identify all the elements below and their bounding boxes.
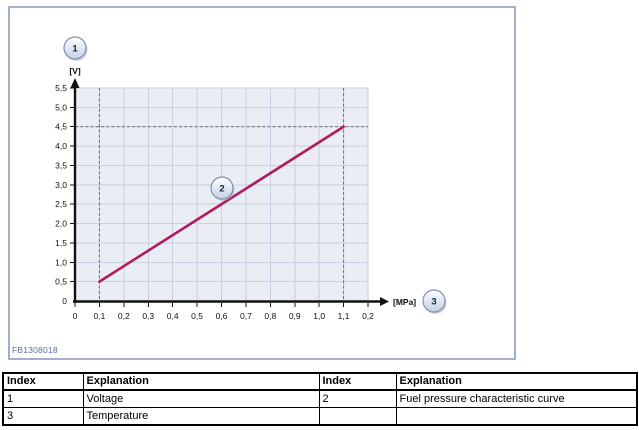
cell-explanation: Fuel pressure characteristic curve: [395, 389, 638, 408]
header-explanation-2: Explanation: [395, 372, 638, 391]
curve-fuel-pressure: [98, 125, 345, 283]
y-tick-label: 2,0: [55, 219, 67, 229]
y-tick-label: 0: [62, 296, 67, 306]
callout-number: 3: [431, 297, 436, 308]
callout-number: 2: [219, 184, 224, 195]
y-tick-label: 4,5: [55, 122, 67, 132]
x-tick-label: 0,2: [362, 311, 374, 321]
callout-number: 1: [72, 44, 78, 55]
cell-explanation: Voltage: [82, 389, 320, 408]
x-axis-unit-label: [MPa]: [393, 297, 416, 307]
header-explanation-1: Explanation: [82, 372, 320, 391]
axis-ticks: [70, 87, 369, 307]
cell-index: 3: [2, 407, 84, 426]
x-tick-label: 0: [73, 311, 78, 321]
fuel-pressure-chart: 0 0,1 0,2 0,3 0,4 0,5 0,6 0,7 0,8 0,9 1,0 1,1 0,2 0 0,…: [55, 36, 447, 321]
legend-table: Index Explanation Index Explanation 1 Vo…: [2, 372, 638, 426]
header-index-2: Index: [318, 372, 397, 391]
x-tick-label: 0,1: [94, 311, 106, 321]
callout-1: 1: [63, 36, 88, 61]
table-row: 3 Temperature: [2, 407, 638, 426]
callout-3: 3: [422, 289, 447, 314]
callout-2: 2: [210, 176, 235, 201]
x-tick-label: 0,2: [118, 311, 130, 321]
header-index-1: Index: [2, 372, 84, 391]
y-tick-label: 4,0: [55, 141, 67, 151]
y-tick-label: 3,5: [55, 160, 67, 170]
x-tick-label: 0,9: [289, 311, 301, 321]
x-tick-label: 0,6: [216, 311, 228, 321]
x-tick-label: 1,1: [338, 311, 350, 321]
y-tick-label: 0,5: [55, 277, 67, 287]
cell-explanation: [395, 407, 638, 426]
table-header-row: Index Explanation Index Explanation: [2, 372, 638, 391]
y-tick-label: 5,5: [55, 83, 67, 93]
tick-labels: 0 0,1 0,2 0,3 0,4 0,5 0,6 0,7 0,8 0,9 1,0 1,1 0,2 0 0,…: [55, 83, 374, 321]
x-tick-label: 0,7: [240, 311, 252, 321]
y-tick-label: 1,0: [55, 257, 67, 267]
y-tick-label: 2,5: [55, 199, 67, 209]
x-tick-label: 1,0: [313, 311, 325, 321]
y-axis-unit-label: [V]: [69, 66, 81, 76]
cell-explanation: Temperature: [82, 407, 320, 426]
x-tick-label: 0,5: [191, 311, 203, 321]
axes: [70, 78, 389, 306]
figure-code: FB1308018: [12, 345, 58, 355]
guide-lines: [75, 88, 368, 301]
x-axis-arrow: [380, 297, 389, 306]
y-tick-label: 5,0: [55, 102, 67, 112]
cell-index: 1: [2, 389, 84, 408]
x-tick-label: 0,3: [142, 311, 154, 321]
y-axis-arrow: [70, 78, 80, 88]
x-tick-label: 0,8: [264, 311, 276, 321]
y-tick-label: 1,5: [55, 238, 67, 248]
cell-index: 2: [318, 389, 397, 408]
table-row: 1 Voltage 2 Fuel pressure characteristic…: [2, 389, 638, 408]
x-tick-label: 0,4: [167, 311, 179, 321]
cell-index: [318, 407, 397, 426]
y-tick-label: 3,0: [55, 180, 67, 190]
figure-panel: 0 0,1 0,2 0,3 0,4 0,5 0,6 0,7 0,8 0,9 1,0 1,1 0,2 0 0,…: [8, 6, 516, 360]
